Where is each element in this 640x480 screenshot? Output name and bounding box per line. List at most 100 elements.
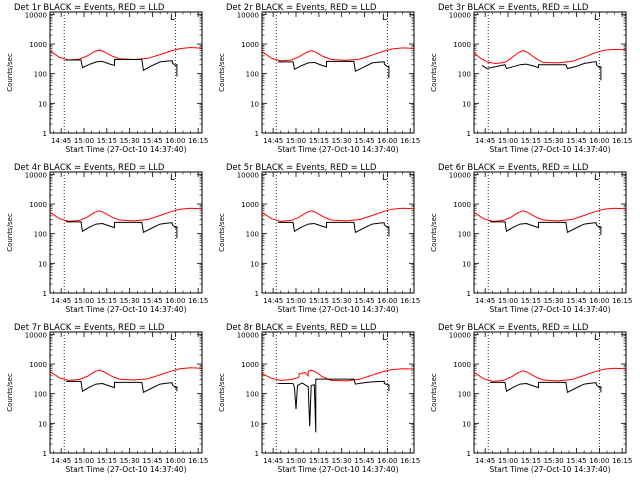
y-tick-label: 1 [43,290,47,298]
x-tick-label: 16:00 [377,297,397,305]
x-tick-label: 15:15 [309,297,329,305]
plot-frame [49,171,203,294]
panel-5: Det 5r BLACK = Events, RED = LLD 1 10 100 10… [218,163,420,314]
panel-4: Det 4r BLACK = Events, RED = LLD 1 10 100 10… [6,163,208,314]
series-line-lld-red [261,207,414,222]
y-tick-label: 10 [250,420,259,428]
x-tick-label: 15:45 [142,457,162,465]
y-axis-label: Counts/sec [218,373,226,412]
x-tick-label: 16:15 [612,137,632,145]
series-line-events-black [489,221,602,235]
x-tick-label: 16:15 [188,137,208,145]
legend-marker: L [594,173,599,183]
x-tick-label: 15:30 [332,457,352,465]
x-tick-label: 14:45 [51,137,71,145]
series-line-events-black [65,380,178,394]
x-tick-label: 15:45 [354,297,374,305]
x-tick-label: 16:15 [188,297,208,305]
x-tick-label: 16:15 [188,457,208,465]
x-tick-label: 15:15 [521,297,541,305]
series-line-events-black [277,60,390,79]
series-line-lld-red [49,207,202,222]
panel-title: Det 8r BLACK = Events, RED = LLD [226,323,377,333]
y-axis-label: Counts/sec [430,213,438,252]
x-axis-label: Start Time (27-Oct-10 14:37:40) [489,145,610,154]
y-tick-label: 10 [250,100,259,108]
y-tick-label: 100 [246,231,259,239]
series-line-lld-red [473,48,626,65]
x-tick-label: 15:30 [120,297,140,305]
x-tick-label: 16:00 [589,137,609,145]
x-tick-label: 16:15 [612,297,632,305]
x-tick-label: 16:00 [377,137,397,145]
x-axis-label: Start Time (27-Oct-10 14:37:40) [277,305,398,314]
plot-frame [261,11,415,134]
y-tick-label: 1 [255,130,259,138]
x-tick-label: 15:30 [120,137,140,145]
x-tick-label: 14:45 [475,137,495,145]
x-tick-label: 15:30 [332,297,352,305]
x-tick-label: 16:00 [165,297,185,305]
x-tick-label: 15:15 [97,457,117,465]
y-tick-label: 10 [250,260,259,268]
x-tick-label: 15:00 [286,457,306,465]
x-tick-label: 15:00 [74,457,94,465]
x-axis-label: Start Time (27-Oct-10 14:37:40) [489,465,610,474]
y-tick-label: 1 [467,450,471,458]
x-tick-label: 15:00 [74,137,94,145]
y-tick-label: 100 [458,71,471,79]
series-line-events-black [489,381,602,394]
series-line-events-black [277,221,390,237]
x-axis-label: Start Time (27-Oct-10 14:37:40) [65,145,186,154]
y-axis-label: Counts/sec [218,213,226,252]
x-tick-label: 16:00 [165,137,185,145]
series-line-lld-red [261,47,414,62]
y-tick-label: 10000 [449,11,471,19]
plot-frame [473,11,627,134]
y-tick-label: 10 [38,420,47,428]
x-tick-label: 16:00 [589,457,609,465]
legend-marker: L [594,13,599,23]
y-tick-label: 1000 [29,201,47,209]
plot-frame [49,11,203,134]
panel-8: Det 8r BLACK = Events, RED = LLD 1 10 100 10… [218,323,420,474]
x-tick-label: 14:45 [51,297,71,305]
panel-1: Det 1r BLACK = Events, RED = LLD 1 10 100 10… [6,3,208,154]
panel-title: Det 9r BLACK = Events, RED = LLD [438,323,589,333]
x-tick-label: 14:45 [475,297,495,305]
x-tick-label: 15:00 [286,137,306,145]
panel-title: Det 2r BLACK = Events, RED = LLD [226,3,377,13]
y-tick-label: 10 [462,260,471,268]
y-tick-label: 10000 [237,171,259,179]
x-tick-label: 15:45 [354,457,374,465]
series-line-lld-red [473,207,626,222]
series-line-events-black [65,221,178,239]
y-tick-label: 1 [255,450,259,458]
x-tick-label: 16:00 [165,457,185,465]
panel-title: Det 1r BLACK = Events, RED = LLD [14,3,165,13]
x-tick-label: 16:15 [400,137,420,145]
x-tick-label: 15:45 [566,137,586,145]
panel-title: Det 4r BLACK = Events, RED = LLD [14,163,165,173]
x-axis-label: Start Time (27-Oct-10 14:37:40) [65,465,186,474]
plot-frame [49,331,203,454]
y-tick-label: 1 [43,130,47,138]
x-axis-label: Start Time (27-Oct-10 14:37:40) [277,465,398,474]
series-line-lld-red [261,368,414,382]
y-tick-label: 10000 [449,171,471,179]
x-tick-label: 14:45 [263,297,283,305]
x-tick-label: 15:45 [566,297,586,305]
y-tick-label: 1000 [453,41,471,49]
y-tick-label: 10 [462,420,471,428]
x-tick-label: 15:30 [120,457,140,465]
legend-marker: L [170,173,175,183]
series-line-events-black [277,378,390,433]
y-tick-label: 10000 [25,11,47,19]
x-tick-label: 15:15 [521,137,541,145]
legend-marker: L [594,333,599,343]
y-axis-label: Counts/sec [430,53,438,92]
y-axis-label: Counts/sec [218,53,226,92]
x-tick-label: 14:45 [51,457,71,465]
y-axis-label: Counts/sec [6,213,14,252]
